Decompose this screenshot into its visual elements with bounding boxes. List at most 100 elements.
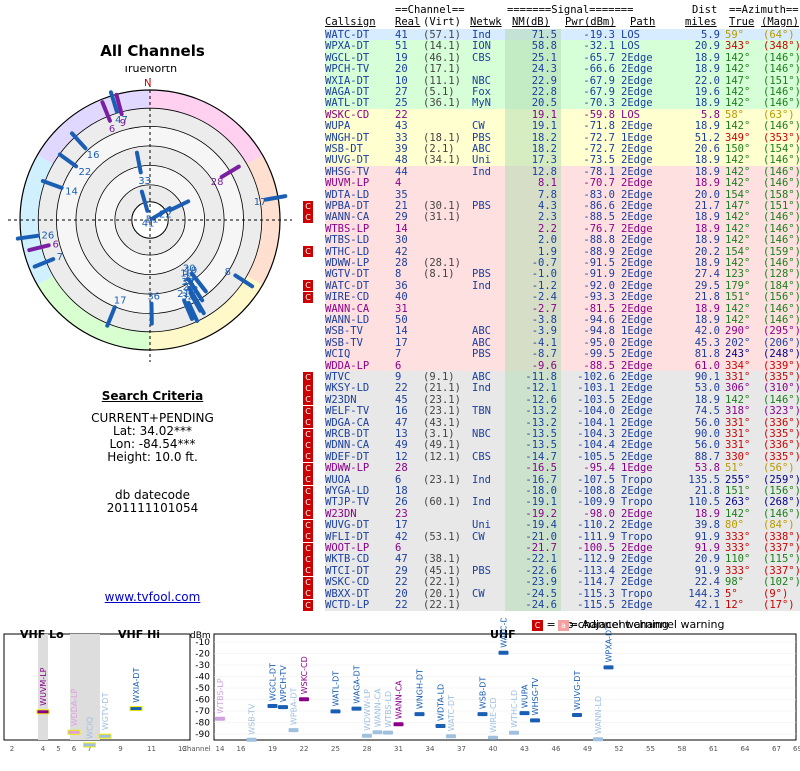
path-cell: Tropo [621,531,653,543]
real-cell: 17 [395,337,408,349]
uhf-station-bar [278,705,288,709]
nm-cell: 1.9 [512,246,557,258]
dist-cell: 90.1 [680,371,720,383]
radar-station-marker [18,236,38,239]
network-cell: CBS [472,52,491,64]
dbm-tick: -40 [195,673,210,683]
pwr-cell: -92.0 [565,280,615,292]
true-north-label: TrueNorth [122,66,177,75]
az-magn-cell: (159°) [763,246,800,258]
az-magn-cell: (146°) [763,211,800,223]
path-cell: 2Edge [621,234,653,246]
network-cell: Ind [472,474,491,486]
uhf-station-bar [520,711,530,715]
virt-cell: (57.1) [423,29,461,41]
path-cell: 2Edge [621,303,653,315]
real-cell: 6 [395,542,401,554]
dist-cell: 5.9 [680,29,720,41]
az-magn-cell: (102°) [763,576,800,588]
site-link[interactable]: www.tvfool.com [0,590,305,604]
virt-cell: (9.1) [423,371,455,383]
vhf-station-label: WXIA-DT [132,667,141,702]
dist-cell: 61.0 [680,360,720,372]
radar-station-label: 16 [87,150,100,161]
uhf-channel-tick: 64 [741,745,750,753]
callsign-cell: WYGA-LD [325,485,369,497]
callsign-cell: WATC-DT [325,280,369,292]
az-true-cell: 142° [725,303,750,315]
callsign-cell: WFLI-DT [325,531,369,543]
vhf-station-bar [130,707,142,711]
dist-cell: 22.4 [680,576,720,588]
pwr-cell: -114.7 [565,576,615,588]
pwr-cell: -93.3 [565,291,615,303]
radar-station-label: 7 [57,252,63,263]
radar-station-label: 33 [138,176,151,187]
real-cell: 28 [395,462,408,474]
pwr-cell: -19.3 [565,29,615,41]
uhf-station-bar [331,709,341,713]
az-true-cell: 151° [725,485,750,497]
real-cell: 22 [395,599,408,611]
criteria-line: Height: 10.0 ft. [0,451,305,464]
pwr-cell: -103.5 [565,394,615,406]
callsign-cell: WSB-TV [325,325,363,337]
uhf-station-label: WUVG-DT [573,671,582,710]
uhf-station-bar [299,697,309,701]
dist-cell: 18.9 [680,120,720,132]
callsign-cell: WDDA-LP [325,360,369,372]
vhf-hi-label: VHF Hi [118,628,160,641]
